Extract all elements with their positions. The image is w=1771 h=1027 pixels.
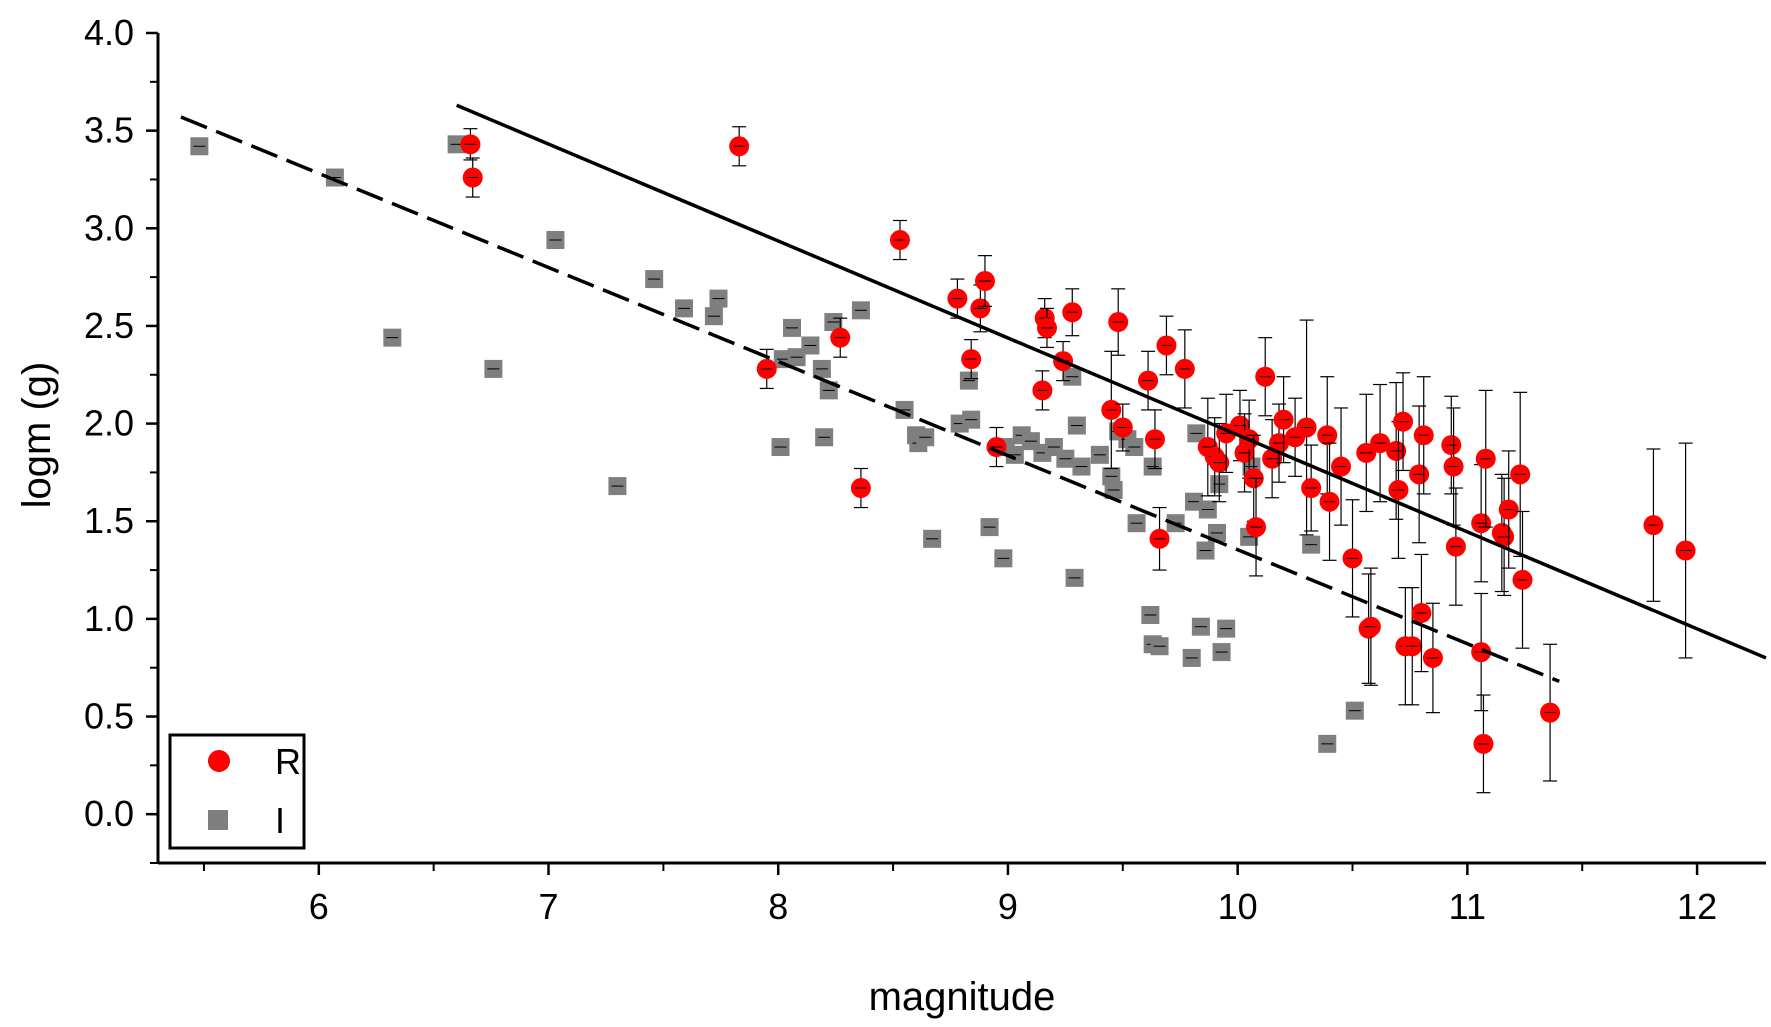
y-tick-label: 1.5	[84, 500, 134, 541]
y-tick-label: 1.0	[84, 598, 134, 639]
x-tick-label: 8	[768, 886, 788, 927]
y-tick-label: 0.5	[84, 696, 134, 737]
y-axis-label: logm (g)	[15, 362, 59, 509]
legend-marker-r	[208, 750, 230, 772]
y-tick-label: 4.0	[84, 12, 134, 53]
x-tick-label: 10	[1218, 886, 1258, 927]
y-tick-label: 3.0	[84, 207, 134, 248]
axes	[156, 33, 1766, 865]
x-tick-label: 11	[1449, 886, 1486, 927]
legend-label-i: I	[275, 800, 285, 841]
x-tick-label: 7	[538, 886, 558, 927]
x-tick-label: 6	[309, 886, 329, 927]
y-tick-label: 0.0	[84, 793, 134, 834]
y-axis-ticks: 0.0 0.5 1.0 1.5 2.0 2.5 3.0 3.5 4.0	[84, 12, 158, 864]
x-axis-ticks: 6 7 8 9 10 11 12	[202, 863, 1717, 927]
legend-label-r: R	[275, 741, 301, 782]
y-tick-label: 2.5	[84, 305, 134, 346]
x-tick-label: 9	[998, 886, 1018, 927]
fit-line-i	[180, 115, 1560, 683]
legend-marker-i	[208, 810, 228, 830]
plot-area	[180, 103, 1767, 794]
legend: R I	[168, 733, 306, 850]
legend-box	[168, 733, 306, 850]
y-tick-label: 3.5	[84, 110, 134, 151]
y-tick-label: 2.0	[84, 403, 134, 444]
x-tick-label: 12	[1677, 886, 1717, 927]
fit-line-r	[455, 103, 1767, 660]
x-axis-label: magnitude	[869, 975, 1056, 1019]
